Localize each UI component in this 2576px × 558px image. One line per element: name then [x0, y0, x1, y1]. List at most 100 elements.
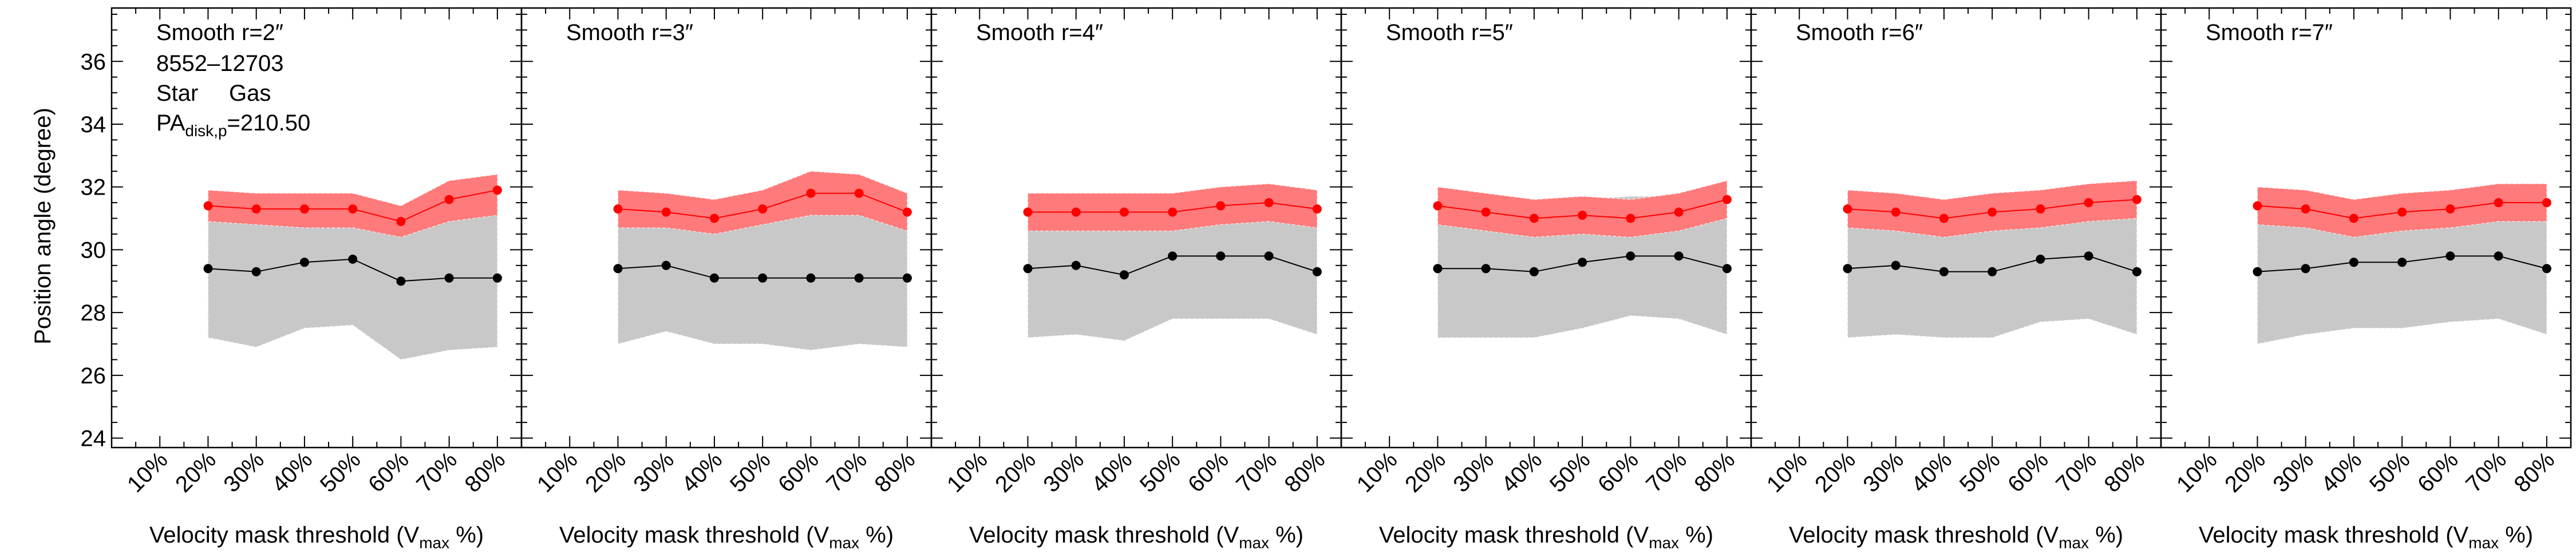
gas-data-point	[492, 185, 502, 195]
x-tick-label: 80%	[2510, 447, 2560, 497]
star-data-point	[1578, 258, 1587, 267]
gas-data-point	[2349, 213, 2358, 223]
star-data-point	[806, 273, 816, 283]
x-axis-label: Velocity mask threshold (Vmax %)	[1379, 523, 1713, 552]
star-band	[207, 199, 498, 361]
x-tick-label: 50%	[1955, 447, 2005, 497]
x-tick-label: 20%	[1810, 447, 1860, 497]
x-tick-label: 60%	[1183, 447, 1234, 497]
gas-data-point	[902, 207, 912, 217]
x-tick-label: 70%	[1641, 447, 1692, 497]
gas-data-point	[1119, 207, 1129, 217]
gas-data-point	[1939, 213, 1949, 223]
star-data-point	[1119, 270, 1129, 280]
x-tick-label: 30%	[1858, 447, 1909, 497]
x-tick-label: 40%	[2317, 447, 2367, 497]
x-axis-label: Velocity mask threshold (Vmax %)	[969, 523, 1303, 552]
x-tick-label: 10%	[1762, 447, 1812, 497]
star-data-point	[2445, 251, 2455, 261]
gas-data-point	[661, 207, 671, 217]
x-tick-label: 40%	[1907, 447, 1957, 497]
legend-gas: Gas	[229, 81, 271, 106]
x-axis-label-subscript: max	[1649, 534, 1679, 552]
gas-band	[617, 171, 908, 235]
y-axis-label: Position angle (degree)	[30, 108, 56, 345]
star-data-point	[661, 260, 671, 270]
gas-data-point	[2132, 195, 2142, 204]
panel-title: Smooth r=2″	[156, 20, 283, 45]
x-tick-label: 10%	[123, 447, 173, 497]
star-data-point	[444, 273, 454, 283]
star-data-point	[2397, 258, 2407, 267]
star-data-point	[1481, 264, 1491, 274]
gas-data-point	[1071, 207, 1081, 217]
x-tick-label: 80%	[870, 447, 920, 497]
gas-data-point	[758, 204, 768, 214]
x-tick-label: 20%	[580, 447, 631, 497]
x-tick-label: 20%	[171, 447, 221, 497]
star-data-point	[902, 273, 912, 283]
x-axis-label-subscript: max	[2468, 534, 2499, 552]
x-tick-label: 20%	[1400, 447, 1451, 497]
x-axis-label-subscript: max	[1239, 534, 1269, 552]
gas-data-point	[2036, 204, 2045, 214]
x-axis-label-subscript: max	[2059, 534, 2089, 552]
gas-data-point	[2084, 198, 2093, 208]
x-axis-label-tail: %)	[449, 523, 484, 548]
gas-data-point	[1529, 213, 1539, 223]
gas-data-point	[2494, 198, 2503, 208]
x-axis-label-tail: %)	[1269, 523, 1303, 548]
chart-panel-2: 10%20%30%40%50%60%70%80% Velocity mask th…	[520, 7, 933, 552]
gas-data-point	[444, 195, 454, 204]
x-axis-label: Velocity mask threshold (Vmax %)	[1789, 523, 2123, 552]
gas-data-point	[1891, 207, 1901, 217]
gas-data-point	[348, 204, 358, 214]
x-tick-label: 40%	[1497, 447, 1547, 497]
star-data-point	[854, 273, 864, 283]
gas-data-point	[1722, 195, 1732, 204]
pa-disk-label-value: =210.50	[227, 110, 311, 136]
x-tick-label: 50%	[1135, 447, 1186, 497]
star-data-point	[2084, 251, 2093, 261]
gas-data-point	[2253, 201, 2262, 211]
x-axis-label: Velocity mask threshold (Vmax %)	[2199, 523, 2533, 552]
x-tick-label: 50%	[315, 447, 366, 497]
x-tick-label: 80%	[1280, 447, 1330, 497]
gas-data-point	[1264, 198, 1274, 208]
gas-data-point	[806, 188, 816, 198]
star-data-point	[396, 276, 406, 286]
x-axis-label: Velocity mask threshold (Vmax %)	[149, 523, 484, 552]
gas-data-point	[1843, 204, 1852, 214]
gas-data-point	[2397, 207, 2407, 217]
star-data-point	[1071, 260, 1081, 270]
star-data-point	[1843, 264, 1852, 274]
x-tick-label: 50%	[1545, 447, 1595, 497]
gas-data-point	[1312, 204, 1322, 214]
chart-panel-5: 10%20%30%40%50%60%70%80% Velocity mask th…	[1750, 7, 2162, 552]
gas-data-point	[1168, 207, 1178, 217]
gas-data-point	[709, 213, 719, 223]
plate-ifu-label: 8552–12703	[156, 51, 283, 76]
star-data-point	[2494, 251, 2503, 261]
x-tick-label: 70%	[1231, 447, 1282, 497]
gas-data-point	[2445, 204, 2455, 214]
y-tick-label: 30	[81, 238, 106, 263]
x-tick-label: 80%	[460, 447, 511, 497]
star-data-point	[1023, 264, 1033, 274]
x-tick-label: 70%	[821, 447, 872, 497]
star-data-point	[1674, 251, 1684, 261]
gas-data-point	[203, 201, 213, 211]
chart-panel-6: 10%20%30%40%50%60%70%80% Velocity mask th…	[2160, 7, 2572, 552]
y-tick-label: 34	[81, 112, 106, 137]
star-data-point	[1626, 251, 1635, 261]
star-data-point	[2132, 267, 2142, 276]
x-tick-label: 60%	[364, 447, 414, 497]
x-tick-label: 70%	[412, 447, 462, 497]
x-tick-label: 60%	[1593, 447, 1643, 497]
panel-title: Smooth r=3″	[566, 20, 693, 45]
star-data-point	[1939, 267, 1949, 276]
x-tick-label: 40%	[1087, 447, 1137, 497]
x-tick-label: 80%	[1690, 447, 1740, 497]
star-data-point	[203, 264, 213, 274]
